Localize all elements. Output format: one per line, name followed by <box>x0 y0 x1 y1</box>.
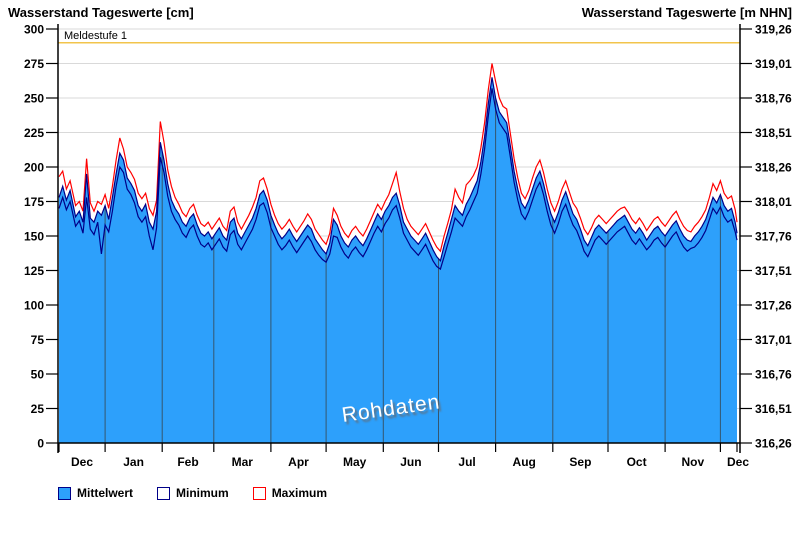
svg-text:Sep: Sep <box>569 455 591 469</box>
mittelwert-swatch-icon <box>58 486 71 500</box>
svg-text:Nov: Nov <box>681 455 704 469</box>
mittelwert-edge-line <box>58 77 738 263</box>
svg-text:Aug: Aug <box>513 455 536 469</box>
axes <box>57 24 741 453</box>
svg-text:25: 25 <box>31 402 45 416</box>
legend-item-maximum: Maximum <box>252 486 328 500</box>
minimum-line <box>58 88 738 271</box>
svg-text:317,01: 317,01 <box>755 333 792 347</box>
svg-text:319,01: 319,01 <box>755 57 792 71</box>
svg-text:Dec: Dec <box>727 455 749 469</box>
svg-text:Oct: Oct <box>627 455 647 469</box>
svg-text:175: 175 <box>24 195 44 209</box>
svg-text:Jul: Jul <box>458 455 475 469</box>
svg-text:317,76: 317,76 <box>755 230 792 244</box>
x-axis-ticks <box>58 443 738 452</box>
chart-title-left: Wasserstand Tageswerte [cm] <box>8 5 194 20</box>
svg-text:317,26: 317,26 <box>755 299 792 313</box>
svg-text:300: 300 <box>24 23 44 37</box>
svg-text:Apr: Apr <box>288 455 309 469</box>
svg-text:316,76: 316,76 <box>755 368 792 382</box>
chart-title-right: Wasserstand Tageswerte [m NHN] <box>581 5 792 20</box>
svg-text:75: 75 <box>31 333 45 347</box>
svg-text:316,26: 316,26 <box>755 437 792 451</box>
threshold-label: Meldestufe 1 <box>64 30 127 42</box>
legend-item-mittelwert: Mittelwert <box>58 486 133 500</box>
legend-label-maximum: Maximum <box>271 486 328 500</box>
svg-text:250: 250 <box>24 92 44 106</box>
maximum-swatch-icon <box>252 486 266 500</box>
svg-text:150: 150 <box>24 230 44 244</box>
svg-text:0: 0 <box>37 437 44 451</box>
svg-text:Dec: Dec <box>71 455 93 469</box>
svg-text:319,26: 319,26 <box>755 23 792 37</box>
svg-text:Jan: Jan <box>123 455 144 469</box>
legend-label-minimum: Minimum <box>176 486 229 500</box>
mittelwert-area <box>59 77 737 444</box>
svg-text:316,51: 316,51 <box>755 402 792 416</box>
svg-text:May: May <box>343 455 367 469</box>
svg-text:225: 225 <box>24 126 44 140</box>
svg-text:200: 200 <box>24 161 44 175</box>
svg-text:318,01: 318,01 <box>755 195 792 209</box>
svg-text:Jun: Jun <box>400 455 421 469</box>
y-axis-left <box>46 28 58 444</box>
legend-item-minimum: Minimum <box>157 486 229 500</box>
svg-text:125: 125 <box>24 264 44 278</box>
svg-text:318,76: 318,76 <box>755 92 792 106</box>
svg-text:Feb: Feb <box>177 455 198 469</box>
legend: Mittelwert Minimum Maximum <box>58 486 327 500</box>
svg-text:318,26: 318,26 <box>755 161 792 175</box>
svg-text:Mar: Mar <box>232 455 254 469</box>
svg-text:100: 100 <box>24 299 44 313</box>
legend-label-mittelwert: Mittelwert <box>77 486 134 500</box>
svg-text:275: 275 <box>24 57 44 71</box>
svg-text:50: 50 <box>31 368 45 382</box>
y-axis-right <box>740 28 752 444</box>
svg-text:317,51: 317,51 <box>755 264 792 278</box>
maximum-line <box>58 63 738 253</box>
minimum-swatch-icon <box>157 486 171 500</box>
svg-text:318,51: 318,51 <box>755 126 792 140</box>
